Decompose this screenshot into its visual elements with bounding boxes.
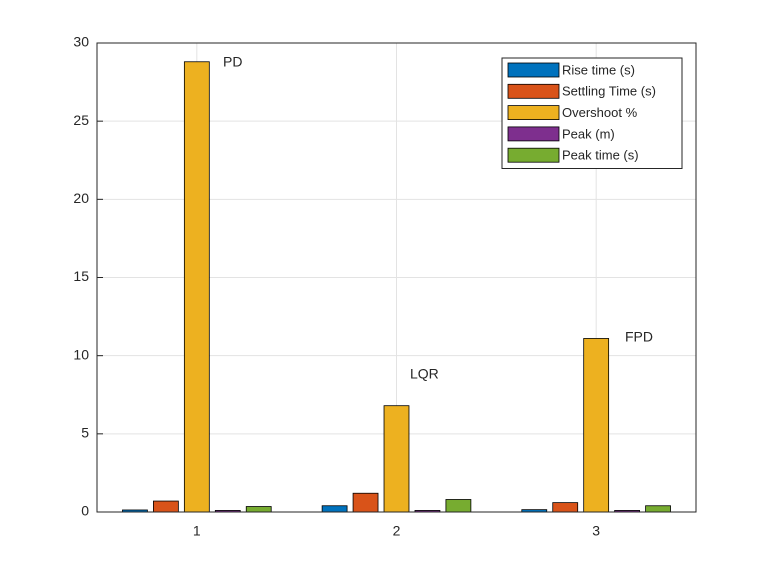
x-tick-label: 1 bbox=[193, 523, 201, 539]
bar bbox=[153, 500, 179, 513]
annotation: LQR bbox=[410, 366, 439, 382]
x-tick-label: 2 bbox=[393, 523, 401, 539]
bar bbox=[645, 505, 671, 513]
x-tick-label: 3 bbox=[592, 523, 600, 539]
legend-label: Overshoot % bbox=[562, 105, 638, 120]
bar bbox=[352, 492, 379, 513]
y-tick-label: 5 bbox=[81, 425, 89, 441]
y-tick-label: 0 bbox=[81, 503, 89, 519]
y-tick-label: 15 bbox=[73, 268, 89, 284]
annotation: PD bbox=[223, 54, 242, 70]
bar bbox=[383, 405, 410, 513]
legend-swatch bbox=[507, 62, 560, 78]
y-tick-label: 25 bbox=[73, 112, 89, 128]
bar bbox=[245, 506, 272, 513]
axes-box bbox=[96, 42, 697, 513]
legend-label: Settling Time (s) bbox=[562, 84, 656, 99]
bar bbox=[183, 61, 210, 513]
legend-label: Rise time (s) bbox=[562, 62, 635, 77]
legend-swatch bbox=[507, 105, 560, 120]
legend-swatch bbox=[507, 126, 560, 142]
bar bbox=[552, 502, 579, 513]
legend-swatch bbox=[507, 147, 560, 163]
bar bbox=[321, 505, 348, 513]
legend-label: Peak (m) bbox=[562, 126, 615, 141]
y-tick-label: 10 bbox=[73, 346, 89, 362]
annotation: FPD bbox=[625, 329, 653, 345]
y-tick-label: 20 bbox=[73, 190, 89, 206]
y-tick-label: 30 bbox=[73, 34, 89, 50]
bar bbox=[445, 499, 472, 513]
bar bbox=[583, 338, 610, 513]
legend-swatch bbox=[507, 83, 560, 99]
legend-label: Peak time (s) bbox=[562, 148, 639, 163]
